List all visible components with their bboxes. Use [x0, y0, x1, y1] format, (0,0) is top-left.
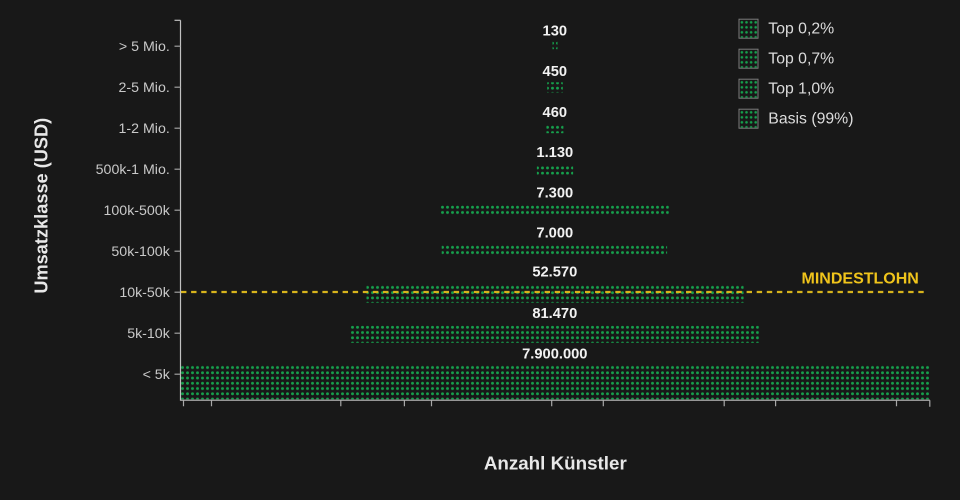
svg-text:7.900.000: 7.900.000	[522, 346, 587, 362]
svg-text:5k-10k: 5k-10k	[127, 326, 170, 342]
svg-text:130: 130	[543, 24, 568, 40]
svg-text:< 5k: < 5k	[143, 367, 171, 383]
svg-text:10k-50k: 10k-50k	[119, 285, 170, 301]
svg-text:Top 0,2%: Top 0,2%	[768, 21, 834, 38]
svg-text:> 5 Mio.: > 5 Mio.	[119, 39, 170, 55]
svg-text:50k-100k: 50k-100k	[111, 244, 170, 260]
svg-text:Umsatzklasse (USD): Umsatzklasse (USD)	[32, 118, 52, 294]
svg-text:Basis (99%): Basis (99%)	[768, 111, 853, 128]
svg-text:MINDESTLOHN: MINDESTLOHN	[802, 271, 919, 288]
svg-text:450: 450	[543, 64, 568, 80]
svg-text:100k-500k: 100k-500k	[104, 203, 171, 219]
svg-text:Anzahl Künstler: Anzahl Künstler	[484, 453, 628, 474]
svg-text:7.300: 7.300	[536, 186, 573, 202]
svg-text:460: 460	[543, 105, 568, 121]
svg-text:500k-1 Mio.: 500k-1 Mio.	[96, 162, 170, 178]
svg-text:7.000: 7.000	[536, 226, 573, 242]
svg-text:52.570: 52.570	[532, 265, 577, 281]
svg-text:1.130: 1.130	[536, 145, 573, 161]
svg-text:1-2 Mio.: 1-2 Mio.	[119, 121, 170, 137]
svg-text:Top 1,0%: Top 1,0%	[768, 81, 834, 98]
svg-text:Top 0,7%: Top 0,7%	[768, 51, 834, 68]
svg-text:2-5 Mio.: 2-5 Mio.	[119, 80, 170, 96]
svg-text:81.470: 81.470	[532, 306, 577, 322]
